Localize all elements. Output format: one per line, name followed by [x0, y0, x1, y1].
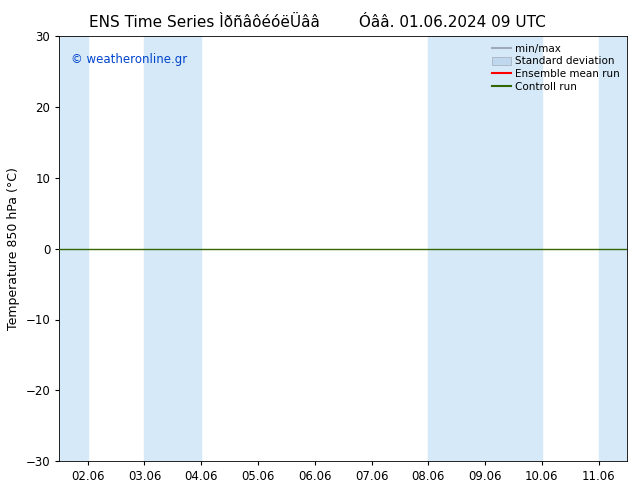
Bar: [59, 36, 87, 461]
Text: © weatheronline.gr: © weatheronline.gr: [70, 53, 187, 67]
Bar: [145, 36, 201, 461]
Bar: [598, 36, 627, 461]
Text: ENS Time Series ÌðñâôéóëÜââ        Óââ. 01.06.2024 09 UTC: ENS Time Series ÌðñâôéóëÜââ Óââ. 01.06.2…: [89, 15, 545, 30]
Y-axis label: Temperature 850 hPa (°C): Temperature 850 hPa (°C): [7, 167, 20, 330]
Bar: [429, 36, 542, 461]
Legend: min/max, Standard deviation, Ensemble mean run, Controll run: min/max, Standard deviation, Ensemble me…: [490, 42, 622, 94]
